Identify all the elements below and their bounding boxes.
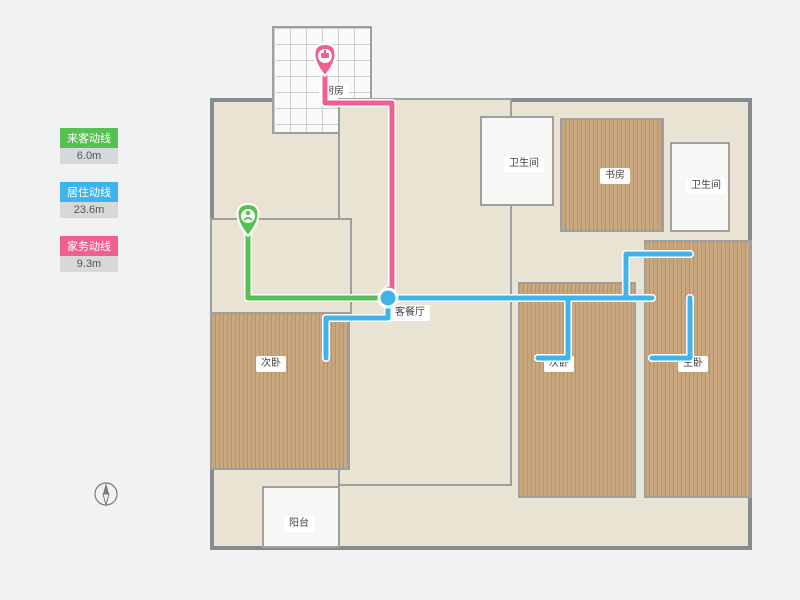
floor-plan: 厨房客餐厅卫生间书房卫生间主卧次卧次卧阳台 bbox=[190, 18, 760, 578]
room-second1 bbox=[518, 282, 636, 498]
legend-value: 23.6m bbox=[60, 202, 118, 218]
room-label-bath1: 卫生间 bbox=[504, 156, 544, 172]
room-entry bbox=[210, 218, 352, 314]
room-label-second1: 次卧 bbox=[544, 356, 574, 372]
legend-item-living: 居住动线 23.6m bbox=[60, 182, 118, 218]
legend-item-guest: 来客动线 6.0m bbox=[60, 128, 118, 164]
room-label-bath2: 卫生间 bbox=[686, 178, 726, 194]
room-label-balcony: 阳台 bbox=[284, 516, 314, 532]
legend-value: 6.0m bbox=[60, 148, 118, 164]
room-label-second2: 次卧 bbox=[256, 356, 286, 372]
legend: 来客动线 6.0m 居住动线 23.6m 家务动线 9.3m bbox=[60, 128, 118, 290]
room-second2 bbox=[210, 312, 350, 470]
room-label-living: 客餐厅 bbox=[390, 305, 430, 321]
legend-title: 居住动线 bbox=[60, 182, 118, 202]
legend-value: 9.3m bbox=[60, 256, 118, 272]
legend-title: 来客动线 bbox=[60, 128, 118, 148]
room-label-study: 书房 bbox=[600, 168, 630, 184]
legend-title: 家务动线 bbox=[60, 236, 118, 256]
room-label-master: 主卧 bbox=[678, 356, 708, 372]
compass-icon bbox=[92, 480, 120, 508]
legend-item-chore: 家务动线 9.3m bbox=[60, 236, 118, 272]
